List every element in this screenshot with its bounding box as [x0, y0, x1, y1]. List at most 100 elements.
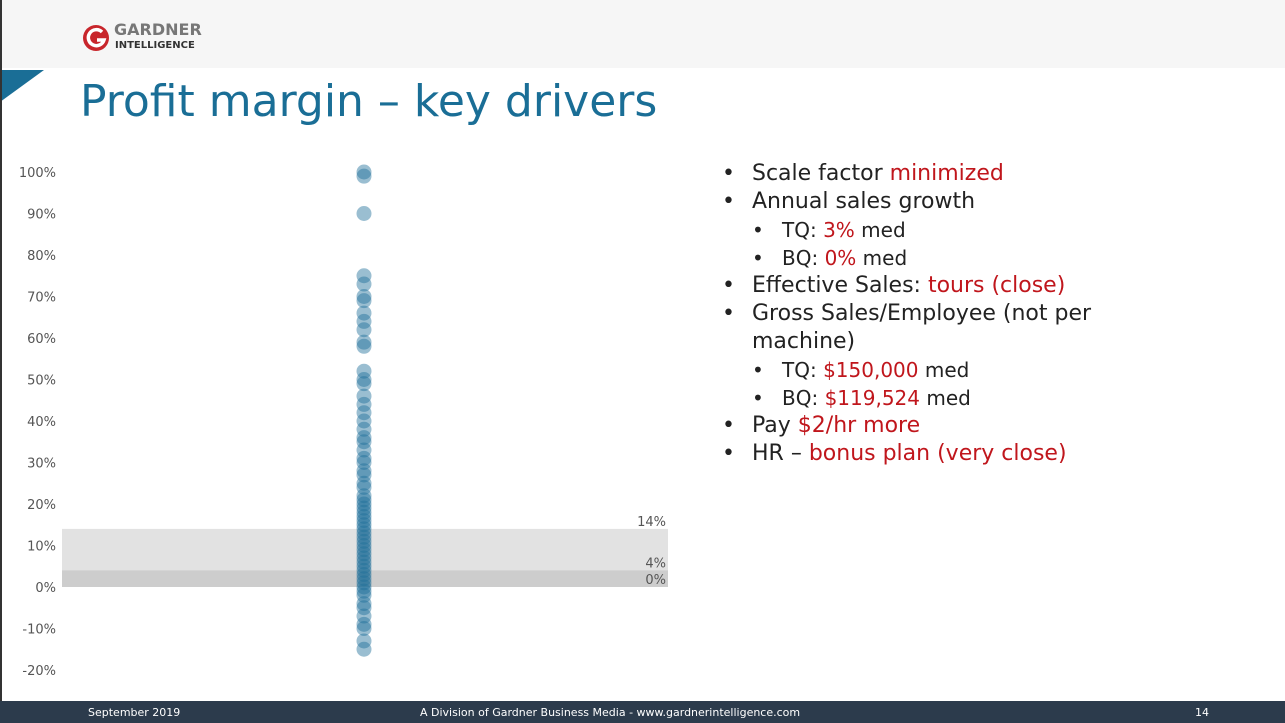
bullet: Scale factor minimized	[722, 160, 1162, 188]
y-tick-label: 100%	[19, 166, 56, 181]
logo-bottom: INTELLIGENCE	[115, 40, 195, 51]
bullet-after: med	[856, 246, 908, 270]
point	[356, 442, 372, 458]
bullet: Effective Sales: tours (close)	[722, 272, 1162, 300]
y-tick-label: 20%	[27, 498, 56, 513]
bullet: TQ: $150,000 med	[752, 356, 1162, 384]
footer: September 2019 A Division of Gardner Bus…	[0, 701, 1285, 723]
point	[356, 587, 372, 603]
bullet-text: BQ:	[782, 246, 825, 270]
point	[356, 517, 372, 533]
y-tick-label: 0%	[35, 581, 56, 596]
y-tick-label: 40%	[27, 415, 56, 430]
y-tick-label: 30%	[27, 457, 56, 472]
point	[356, 450, 372, 466]
bullet-highlight: 0%	[824, 246, 857, 270]
reference-label: 0%	[645, 573, 666, 588]
y-tick-label: 10%	[27, 540, 56, 555]
y-tick-label: 70%	[27, 291, 56, 306]
point	[356, 500, 372, 516]
bullet-highlight: $150,000	[823, 358, 919, 382]
point	[356, 168, 372, 184]
point	[356, 492, 372, 508]
point	[356, 521, 372, 537]
bullet-text: HR –	[752, 441, 809, 466]
bullet-highlight: minimized	[889, 161, 1004, 186]
y-tick-label: 50%	[27, 374, 56, 389]
bullet-text: Scale factor	[752, 161, 890, 186]
bullet-after: med	[918, 358, 970, 382]
point	[356, 334, 372, 350]
point	[356, 616, 372, 632]
bullet: Pay $2/hr more	[722, 412, 1162, 440]
point	[356, 479, 372, 495]
point	[356, 434, 372, 450]
point	[356, 376, 372, 392]
reference-label: 4%	[645, 556, 666, 571]
page-number: 14	[1195, 706, 1209, 719]
point	[356, 164, 372, 180]
accent	[0, 70, 44, 102]
point	[356, 338, 372, 354]
point	[356, 413, 372, 429]
bullet-highlight: 3%	[823, 218, 855, 242]
point	[356, 641, 372, 657]
slide-title: Profit margin – key drivers	[80, 76, 658, 127]
point	[356, 322, 372, 338]
point	[356, 504, 372, 520]
bullet-after: med	[920, 386, 971, 410]
point	[356, 396, 372, 412]
point	[356, 313, 372, 329]
point	[356, 508, 372, 524]
point	[356, 538, 372, 553]
point	[356, 475, 372, 491]
bullet: Gross Sales/Employee (not per machine)	[722, 300, 1162, 356]
bullet: BQ: $119,524 med	[752, 384, 1162, 412]
point	[356, 575, 372, 591]
bullet-text: Annual sales growth	[752, 189, 976, 214]
footer-center: A Division of Gardner Business Media - w…	[420, 706, 801, 719]
point	[356, 268, 372, 284]
point	[356, 608, 372, 624]
bullet: BQ: 0% med	[752, 244, 1162, 272]
point	[356, 405, 372, 421]
bullet-highlight: bonus plan (very close)	[808, 441, 1067, 466]
point	[356, 388, 372, 404]
y-tick-label: 60%	[27, 332, 56, 347]
reference-label: 14%	[637, 515, 666, 530]
point	[356, 621, 372, 636]
point	[356, 533, 372, 549]
point	[356, 596, 372, 612]
bullet-text: Gross Sales/Employee (not per machine)	[752, 301, 1099, 354]
point	[356, 289, 372, 304]
logo-top: GARDNER	[114, 20, 202, 39]
point	[356, 583, 372, 599]
point	[356, 293, 372, 309]
point	[356, 513, 372, 529]
y-tick-label: 90%	[27, 208, 56, 223]
point	[356, 562, 372, 578]
point	[356, 421, 372, 437]
point	[356, 579, 372, 595]
point	[356, 550, 372, 566]
point	[356, 496, 372, 512]
bullet-text: Effective Sales:	[752, 273, 928, 298]
point	[356, 567, 372, 583]
y-tick-label: -20%	[22, 664, 56, 679]
point	[356, 372, 372, 387]
bullet-highlight: $2/hr more	[797, 413, 921, 438]
point	[356, 554, 372, 570]
bullet-text: Pay	[752, 413, 798, 438]
reference-band	[62, 570, 668, 587]
bullet-highlight: $119,524	[824, 386, 920, 410]
point	[356, 206, 372, 221]
bullet-text: TQ:	[782, 358, 824, 382]
point	[356, 558, 372, 574]
point	[356, 488, 372, 504]
footer-date: September 2019	[88, 706, 181, 719]
point	[356, 633, 372, 649]
point	[356, 600, 372, 616]
point	[356, 463, 372, 479]
